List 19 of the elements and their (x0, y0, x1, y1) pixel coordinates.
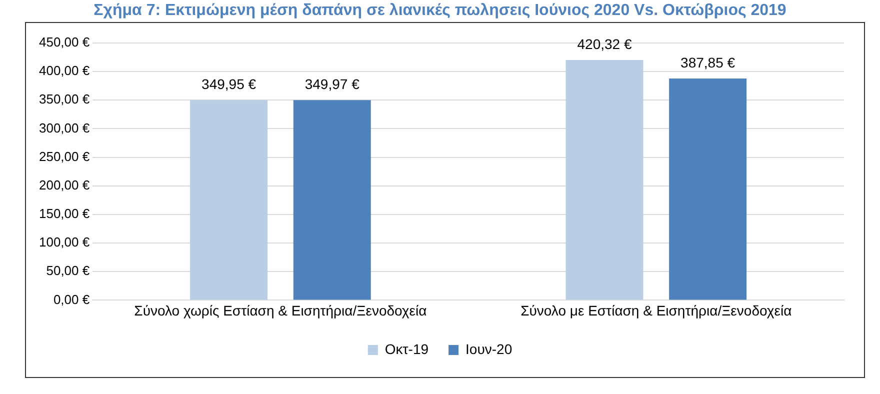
y-tick-label: 200,00 € (38, 177, 90, 192)
legend-label: Ιουν-20 (466, 340, 512, 357)
data-label: 420,32 € (577, 36, 632, 52)
data-label: 349,97 € (304, 76, 360, 92)
chart-title: Σχήμα 7: Εκτιμώμενη μέση δαπάνη σε λιανικές πωλησεις Ιούνιος 2020 Vs. Οκτώβριος 2019 (92, 2, 788, 20)
data-label: 387,85 € (680, 54, 736, 70)
y-tick-label: 400,00 € (38, 63, 90, 78)
x-tick-label: Σύνολο με Εστίαση & Εισητήρια/Ξενοδοχεία (520, 302, 792, 318)
y-tick-label: 0,00 € (53, 292, 90, 307)
y-tick-label: 50,00 € (46, 263, 90, 278)
y-tick-label: 250,00 € (38, 148, 90, 164)
x-tick-label: Σύνολο χωρίς Εστίαση & Εισητήρια/Ξενοδοχεία (134, 302, 427, 318)
y-tick-label: 350,00 € (38, 92, 90, 107)
y-tick-label: 100,00 € (38, 234, 90, 250)
data-label: 349,95 € (202, 76, 256, 92)
y-tick-label: 300,00 € (38, 120, 90, 136)
y-tick-label: 450,00 € (38, 34, 90, 50)
y-tick-label: 150,00 € (38, 206, 90, 222)
legend-label: Οκτ-19 (384, 340, 429, 357)
